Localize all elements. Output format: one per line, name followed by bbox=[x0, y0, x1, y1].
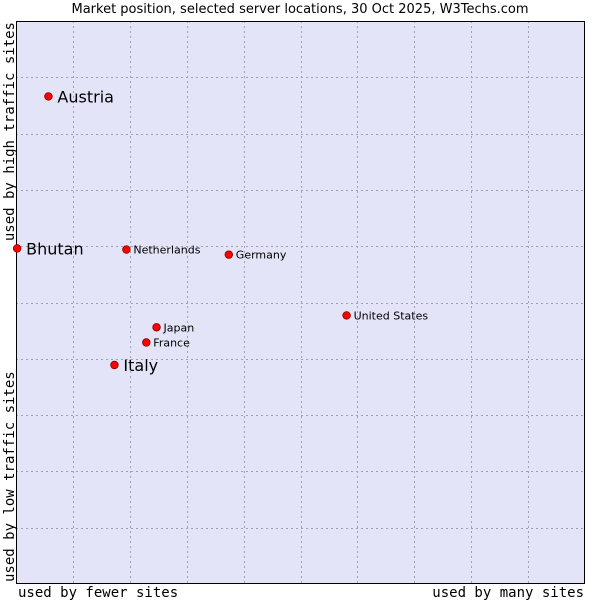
data-point-bhutan: Bhutan bbox=[12, 239, 84, 258]
data-point-germany: Germany bbox=[224, 249, 287, 262]
point-label: Netherlands bbox=[133, 244, 200, 257]
point-marker bbox=[122, 245, 131, 254]
point-marker bbox=[342, 311, 351, 320]
point-marker bbox=[12, 244, 22, 253]
x-axis-label-right: used by many sites bbox=[432, 585, 584, 600]
plot-area bbox=[16, 21, 585, 584]
data-points: Austria Bhutan Netherlands Germany United St… bbox=[12, 87, 429, 375]
point-marker bbox=[44, 92, 53, 101]
x-axis-label-left: used by fewer sites bbox=[18, 585, 178, 600]
point-label: Japan bbox=[163, 321, 195, 334]
chart-title: Market position, selected server locatio… bbox=[71, 2, 529, 17]
plot-border bbox=[16, 21, 585, 584]
grid-lines bbox=[16, 21, 585, 584]
point-marker bbox=[142, 338, 151, 347]
point-marker bbox=[110, 360, 119, 370]
y-axis-label-bottom: used by low traffic sites bbox=[2, 371, 18, 582]
point-marker bbox=[224, 250, 234, 259]
y-axis-label-top: used by high traffic sites bbox=[2, 22, 18, 241]
data-point-united-states: United States bbox=[342, 309, 429, 322]
point-label: Austria bbox=[57, 87, 114, 106]
data-point-italy: Italy bbox=[110, 356, 158, 375]
point-label: France bbox=[153, 336, 190, 349]
point-label: United States bbox=[354, 309, 429, 322]
point-marker bbox=[152, 323, 161, 332]
data-point-japan: Japan bbox=[152, 321, 195, 334]
point-label: Bhutan bbox=[26, 239, 83, 258]
data-point-netherlands: Netherlands bbox=[122, 244, 201, 257]
point-label: Germany bbox=[236, 249, 287, 262]
point-label: Italy bbox=[123, 356, 158, 375]
data-point-austria: Austria bbox=[44, 87, 114, 106]
data-point-france: France bbox=[142, 336, 190, 349]
